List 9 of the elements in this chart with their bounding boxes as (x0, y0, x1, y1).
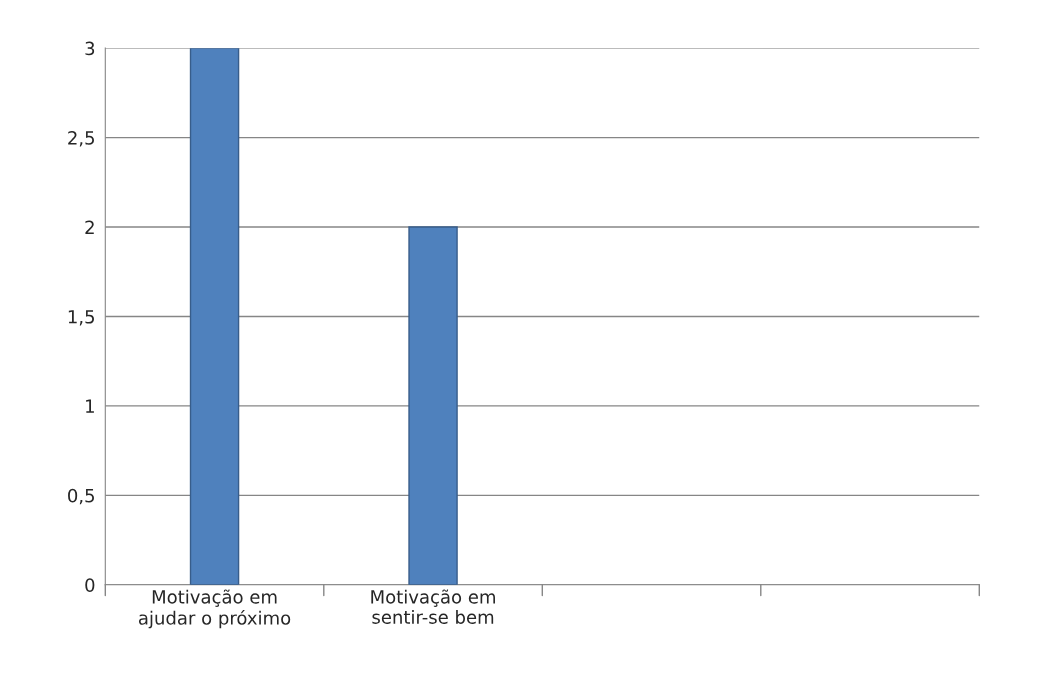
y-tick-label: 2 (85, 220, 94, 234)
y-tick-label: 0,5 (68, 488, 94, 505)
y-tick-label: 1 (86, 399, 94, 413)
y-tick-label: 3 (85, 41, 95, 56)
x-tick-label: Motivação em sentir-se bem (371, 589, 495, 624)
y-tick-label: 0 (85, 578, 95, 592)
y-tick-label: 2,5 (68, 131, 94, 147)
y-tick-label: 1,5 (68, 310, 94, 326)
x-tick-label: Motivação em ajudar o próximo (138, 589, 291, 629)
